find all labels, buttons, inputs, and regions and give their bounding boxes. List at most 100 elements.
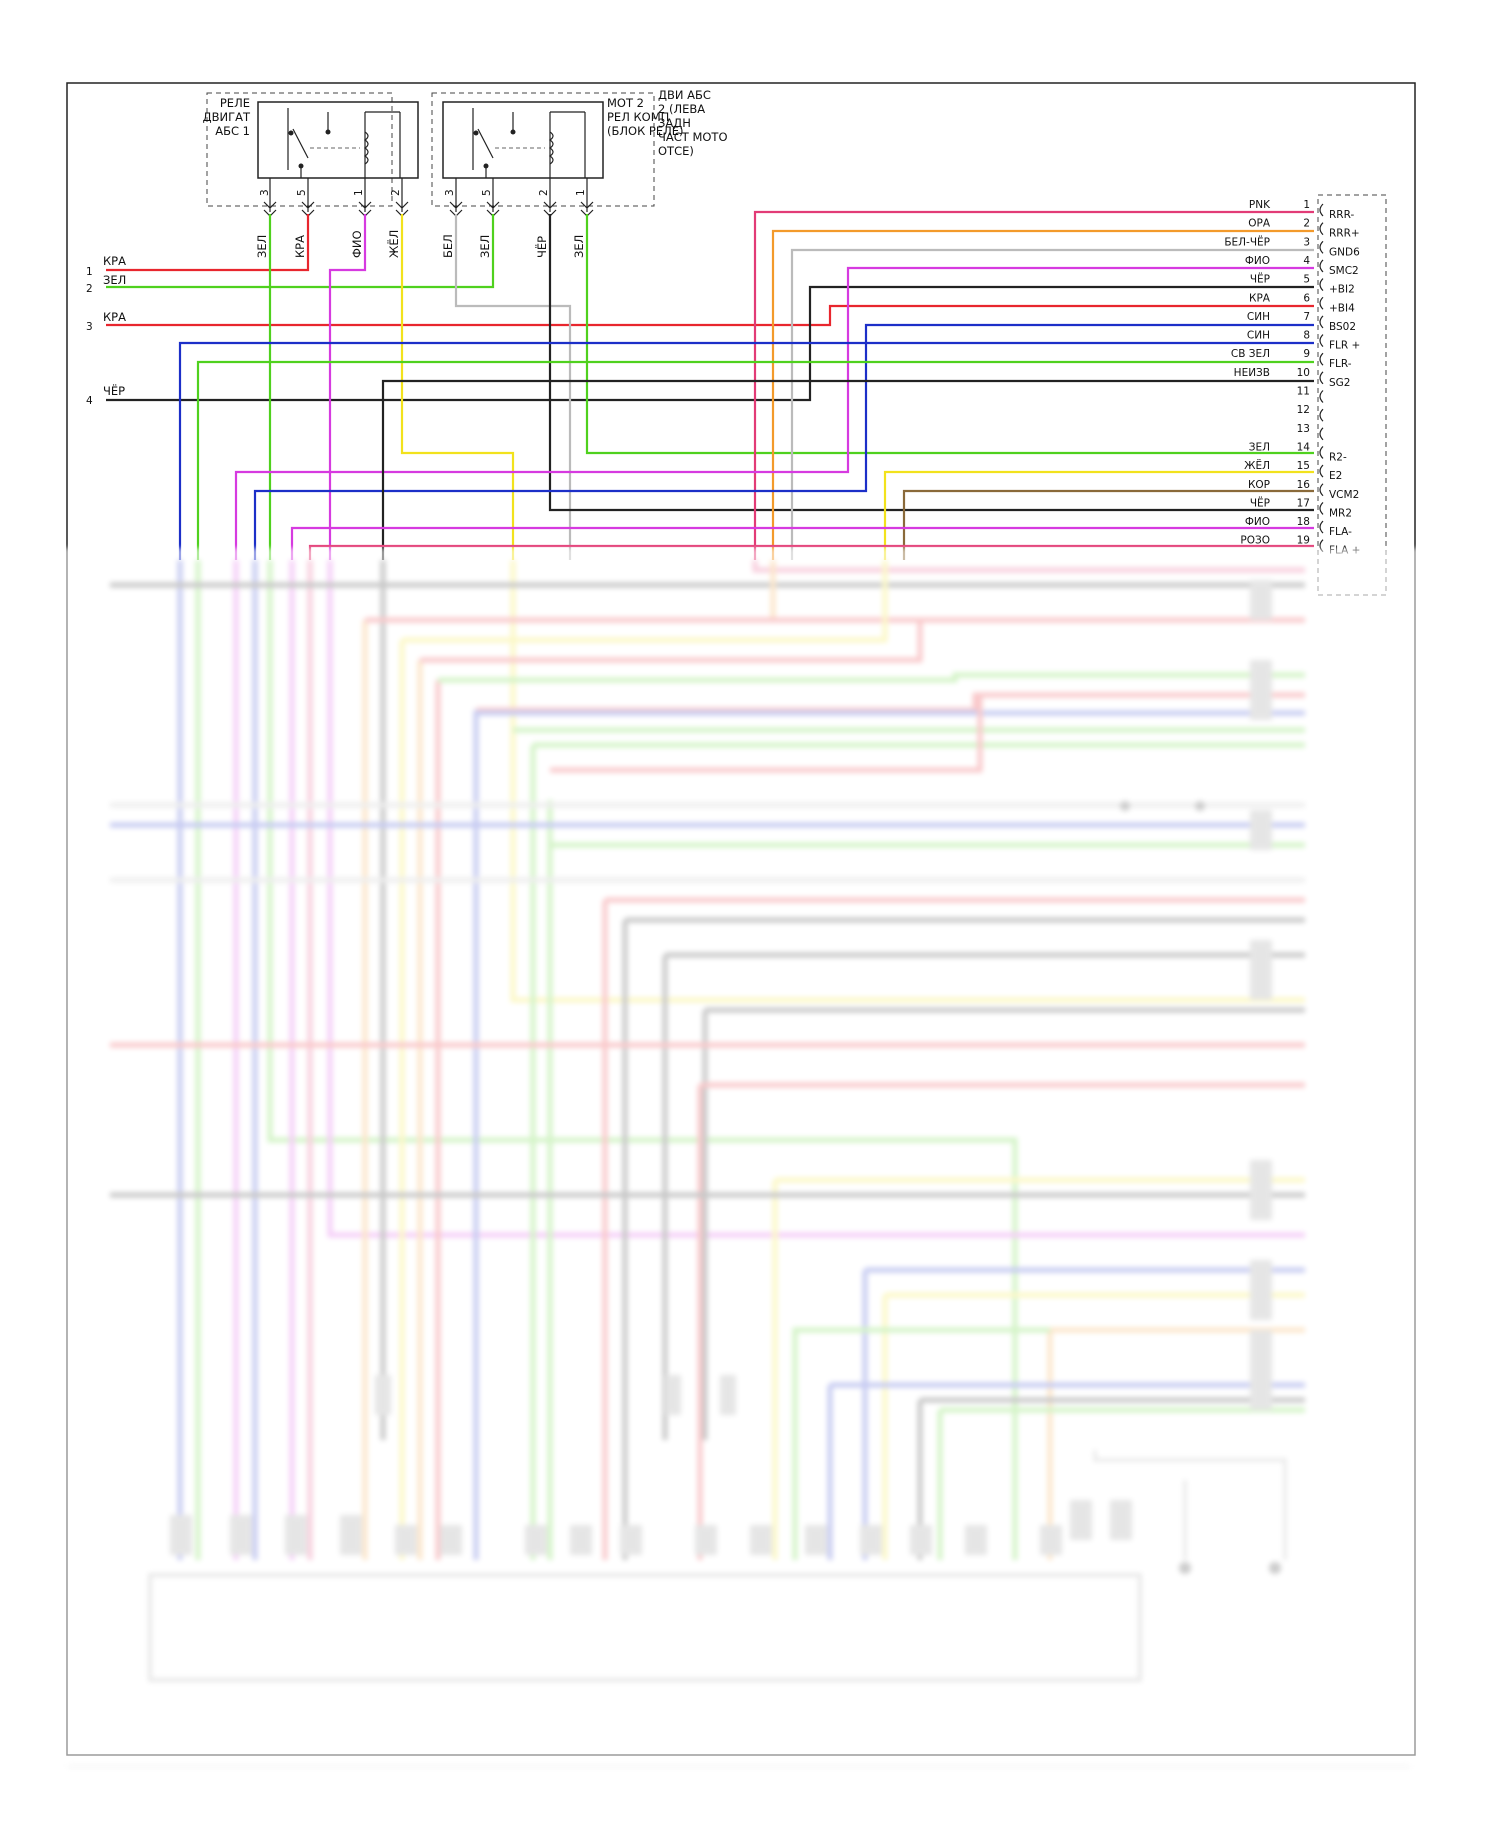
relay-wire-label: ЗЕЛ	[255, 235, 269, 258]
connector-pin-name: FLA-	[1329, 526, 1352, 538]
relay-wire-label: ЧЁР	[534, 236, 549, 258]
connector-pin-chevron	[1319, 203, 1324, 217]
connector-wire-label: ФИО	[1245, 255, 1270, 267]
connector-pin-chevron	[1319, 222, 1324, 236]
relay-2-label-right-4: ЧАСТ МОТО	[658, 130, 728, 144]
relay-1-label-line3: АБС 1	[215, 124, 250, 138]
connector-pin-chevron	[1319, 334, 1324, 347]
connector-pin-number: 11	[1297, 386, 1310, 398]
connector-pin-row: НЕИЗВ 10 SG2	[1234, 367, 1351, 389]
connector-pin-name: +BI4	[1329, 302, 1355, 314]
connector-wire-label: РОЗО	[1240, 535, 1270, 547]
connector-pin-row: ОРА 2 RRR+	[1248, 218, 1359, 240]
wire-pin-8	[178, 341, 1314, 560]
connector-pin-row: КОР 16 VCM2	[1248, 479, 1359, 501]
connector-pin-chevron	[1319, 539, 1324, 553]
relay-1-pin: 3	[259, 189, 271, 196]
input-wire-label: ЧЁР	[103, 383, 125, 398]
relay-pin-stubs	[263, 178, 594, 217]
connector-wire-label: КОР	[1248, 479, 1270, 491]
connector-pin-chevron	[1319, 315, 1324, 329]
input-number: 4	[86, 395, 93, 407]
wire-pin-15	[883, 470, 1314, 560]
connector-pin-number: 1	[1303, 199, 1310, 211]
relay-2-pin: 1	[575, 189, 587, 196]
relay-1-pin: 1	[353, 189, 365, 196]
connector-pin-row: ЗЕЛ 14 R2-	[1249, 441, 1347, 463]
connector-pin-chevron	[1319, 408, 1324, 422]
input-wire-label: ЗЕЛ	[103, 273, 126, 287]
connector-pin-number: 18	[1297, 516, 1310, 528]
relay-1-label-line2: ДВИГАТ	[203, 110, 251, 124]
relay-1-pin: 5	[296, 189, 308, 196]
connector-pin-chevron	[1319, 259, 1324, 273]
wire-input-2	[106, 214, 495, 289]
wire-pin-7	[253, 323, 1314, 560]
connector-wire-label: КРА	[1249, 292, 1271, 304]
connector-pin-name: VCM2	[1329, 489, 1359, 501]
wire-pin-18	[290, 526, 1314, 560]
relay-2	[431, 92, 655, 207]
connector-pins: PNK 1 RRR- ОРА 2 RRR+ БЕЛ-ЧЁР 3 GND6 ФИО 4 SMC2 ЧЁР 5…	[1224, 199, 1360, 557]
connector-pin-number: 16	[1297, 479, 1311, 491]
wire-relay2-p3	[454, 214, 572, 560]
wire-input-1	[106, 214, 310, 272]
connector-pin-name: SMC2	[1329, 265, 1359, 277]
connector-pin-name: FLA +	[1329, 545, 1360, 557]
connector-wire-label: ЧЁР	[1250, 496, 1270, 509]
input-wire-label: КРА	[103, 310, 126, 324]
wire-pin-9	[196, 360, 1314, 560]
connector-pin-row: ЧЁР 17 MR2	[1250, 496, 1352, 519]
connector-pin-number: 8	[1303, 330, 1310, 342]
input-number: 1	[86, 266, 93, 278]
relay-2-body	[442, 101, 604, 179]
connector-pin-name: GND6	[1329, 246, 1360, 258]
connector-wire-label: СИН	[1247, 330, 1270, 342]
connector-pin-number: 4	[1303, 255, 1310, 267]
connector-pin-row: ЖЁЛ 15 E2	[1244, 459, 1342, 482]
relay-1-body	[257, 101, 419, 179]
connector-wire-label: ЧЁР	[1250, 273, 1270, 286]
wire-input-3	[106, 304, 1314, 327]
relay-1-pin: 2	[390, 189, 402, 196]
relay-2-label-left-2: РЕЛ КОМП	[607, 110, 669, 124]
relay-2-pin: 2	[538, 189, 550, 196]
connector-pin-name: E2	[1329, 470, 1342, 482]
relay-wire-label: БЕЛ	[441, 234, 455, 258]
connector-wire-label: ОРА	[1248, 218, 1271, 230]
connector-pin-row: СИН 7 BS02	[1247, 311, 1356, 333]
connector-pin-row: БЕЛ-ЧЁР 3 GND6	[1224, 235, 1360, 258]
connector-wire-label: НЕИЗВ	[1234, 367, 1270, 379]
input-number: 2	[86, 283, 93, 295]
wire-pin-3	[790, 248, 1314, 560]
connector-wire-label: СИН	[1247, 311, 1270, 323]
connector-pin-row: 11	[1297, 386, 1324, 403]
connector-pin-row: ЧЁР 5 +BI2	[1250, 273, 1355, 296]
relay-2-outline	[431, 92, 655, 207]
relay-wire-label: ФИО	[350, 230, 364, 258]
connector-pin-row: PNK 1 RRR-	[1249, 199, 1355, 221]
relay-wire-label: ЗЕЛ	[478, 235, 492, 258]
connector-pin-number: 13	[1297, 423, 1310, 435]
connector-pin-row: ФИО 4 SMC2	[1245, 255, 1359, 277]
connector-wire-label: БЕЛ-ЧЁР	[1224, 235, 1270, 248]
connector-pin-chevron	[1319, 520, 1324, 534]
wire-pin-16	[902, 489, 1314, 560]
connector-pin-number: 17	[1297, 497, 1310, 509]
relay-2-pin: 5	[481, 189, 493, 196]
connector-pin-number: 19	[1297, 535, 1310, 547]
lower-blurred-section	[68, 560, 1410, 1766]
relay-2-label-left-3: (БЛОК РЕЛЕ)	[607, 124, 684, 138]
connector-pin-number: 14	[1297, 441, 1311, 453]
relay-1-label-line1: РЕЛЕ	[220, 96, 250, 110]
connector-pin-number: 9	[1303, 348, 1310, 360]
connector-pin-chevron	[1319, 352, 1324, 366]
connector-pin-number: 15	[1297, 460, 1310, 472]
wire-pin-10	[381, 379, 1314, 560]
connector-pin-row: СВ ЗЕЛ 9 FLR-	[1231, 348, 1352, 370]
connector-wire-label: ЖЁЛ	[1244, 459, 1270, 472]
connector-pin-chevron	[1319, 427, 1324, 441]
connector-pin-chevron	[1319, 278, 1324, 292]
connector-pin-number: 2	[1303, 218, 1310, 230]
connector-pin-name: MR2	[1329, 507, 1352, 519]
